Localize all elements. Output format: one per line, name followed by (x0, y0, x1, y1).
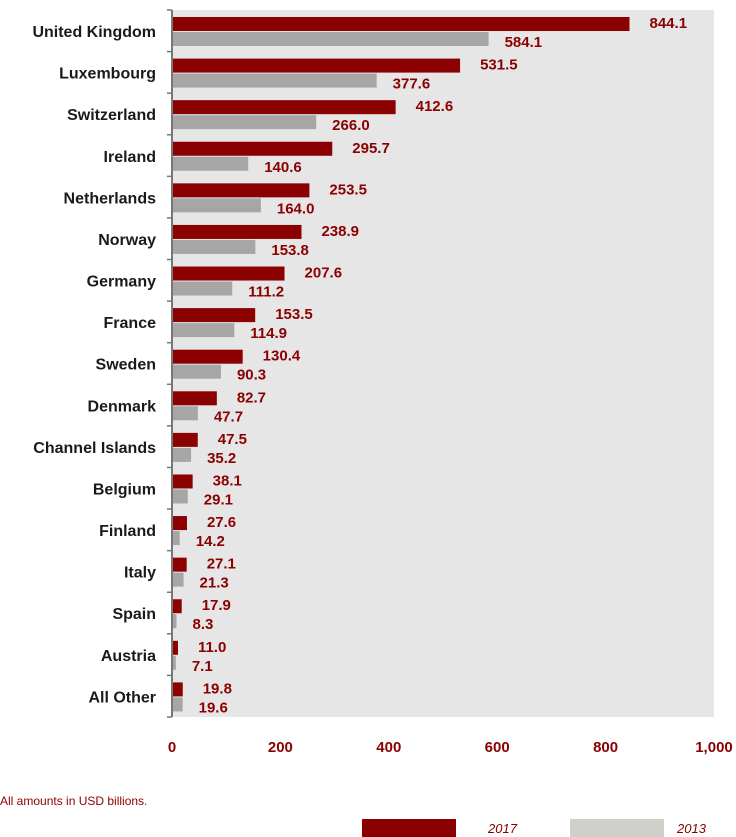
bar-2013 (172, 614, 177, 629)
value-label-2013: 114.9 (250, 325, 287, 342)
category-label: Netherlands (64, 190, 157, 207)
bar-2017 (172, 391, 217, 406)
bar-2017 (172, 349, 243, 364)
bar-2013 (172, 239, 256, 254)
category-label: Norway (98, 232, 156, 249)
bar-2017 (172, 474, 193, 489)
bar-2013 (172, 531, 180, 546)
x-tick-label: 800 (593, 739, 618, 756)
value-label-2017: 153.5 (275, 306, 313, 323)
x-tick-label: 600 (485, 739, 510, 756)
bar-2013 (172, 281, 233, 296)
value-label-2013: 19.6 (199, 699, 228, 716)
value-label-2013: 111.2 (248, 284, 284, 301)
legend-label-2017: 2017 (488, 821, 517, 836)
bar-2017 (172, 557, 187, 572)
bar-2017 (172, 266, 285, 281)
bar-2017 (172, 141, 333, 156)
category-label: Spain (112, 606, 156, 623)
category-label: Luxembourg (59, 66, 156, 83)
bar-2013 (172, 447, 192, 462)
category-label: Channel Islands (33, 440, 156, 457)
value-label-2017: 17.9 (202, 597, 231, 614)
x-tick-label: 1,000 (695, 739, 733, 756)
value-label-2013: 164.0 (277, 200, 315, 217)
category-label: All Other (88, 689, 156, 706)
x-tick-label: 400 (376, 739, 401, 756)
value-label-2017: 82.7 (237, 389, 266, 406)
value-label-2017: 47.5 (218, 431, 247, 448)
bar-2013 (172, 406, 198, 421)
category-label: Belgium (93, 481, 156, 498)
bar-2017 (172, 640, 178, 655)
bar-2017 (172, 224, 302, 239)
value-label-2017: 207.6 (305, 265, 343, 282)
category-label: Switzerland (67, 107, 156, 124)
bar-2013 (172, 198, 261, 213)
bar-2013 (172, 364, 221, 379)
category-label: Sweden (96, 357, 156, 374)
legend-label-2013: 2013 (677, 821, 706, 836)
value-label-2013: 140.6 (264, 159, 302, 176)
category-label: France (104, 315, 157, 332)
bar-chart: United Kingdom 844.1 584.1 Luxembourg 531.5 3… (32, 9, 733, 756)
x-tick-label: 0 (168, 739, 176, 756)
value-label-2017: 412.6 (416, 98, 454, 115)
category-label: Denmark (88, 398, 157, 415)
value-label-2013: 35.2 (207, 450, 236, 467)
x-tick-label: 200 (268, 739, 293, 756)
category-label: Finland (99, 523, 156, 540)
value-label-2013: 153.8 (271, 242, 309, 259)
category-label: Italy (124, 565, 156, 582)
category-label: Austria (101, 648, 156, 665)
bar-2017 (172, 682, 183, 697)
bar-2017 (172, 308, 256, 323)
value-label-2017: 38.1 (213, 472, 242, 489)
bar-2013 (172, 572, 184, 587)
value-label-2017: 531.5 (480, 57, 518, 74)
value-label-2017: 295.7 (352, 140, 390, 157)
value-label-2017: 19.8 (203, 680, 232, 697)
bar-2017 (172, 599, 182, 614)
value-label-2013: 266.0 (332, 117, 370, 134)
bar-2013 (172, 115, 317, 130)
value-label-2017: 11.0 (198, 639, 226, 656)
category-label: Ireland (104, 149, 156, 166)
legend-swatch-2017 (362, 819, 456, 837)
value-label-2013: 90.3 (237, 367, 266, 384)
value-label-2017: 27.6 (207, 514, 236, 531)
bar-2017 (172, 58, 461, 73)
footnote: All amounts in USD billions. (0, 794, 148, 808)
bar-2013 (172, 697, 183, 712)
value-label-2017: 130.4 (263, 348, 301, 365)
category-label: Germany (87, 274, 156, 291)
value-label-2017: 844.1 (650, 15, 688, 32)
value-label-2013: 377.6 (393, 76, 431, 93)
value-label-2013: 584.1 (505, 34, 543, 51)
bar-2013 (172, 489, 188, 504)
bar-2017 (172, 100, 396, 115)
bar-2013 (172, 323, 235, 338)
value-label-2013: 21.3 (200, 575, 229, 592)
legend-swatch-2013 (570, 819, 664, 837)
bar-2013 (172, 73, 377, 88)
category-label: United Kingdom (32, 24, 156, 41)
value-label-2013: 7.1 (192, 658, 213, 675)
value-label-2013: 29.1 (204, 491, 233, 508)
bar-2013 (172, 655, 176, 670)
bar-2017 (172, 516, 187, 531)
value-label-2017: 238.9 (321, 223, 359, 240)
value-label-2017: 253.5 (329, 181, 367, 198)
bar-2017 (172, 17, 630, 31)
bar-2017 (172, 183, 310, 198)
value-label-2013: 8.3 (192, 616, 213, 633)
bar-2013 (172, 156, 249, 171)
value-label-2017: 27.1 (207, 556, 236, 573)
bar-2017 (172, 432, 198, 447)
value-label-2013: 14.2 (196, 533, 225, 550)
bar-2013 (172, 32, 489, 46)
value-label-2013: 47.7 (214, 408, 243, 425)
